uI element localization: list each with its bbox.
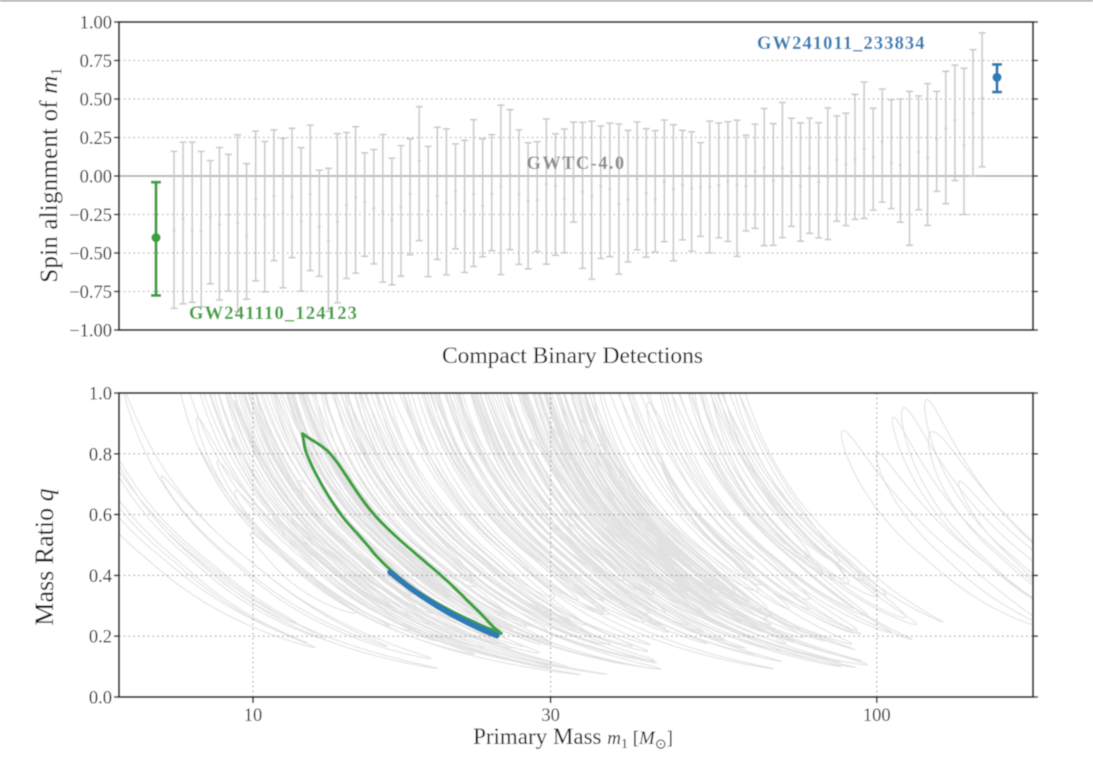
svg-text:30: 30 <box>541 706 560 726</box>
svg-text:−0.50: −0.50 <box>69 245 112 265</box>
svg-text:Primary Mass m1 [M⊙]: Primary Mass m1 [M⊙] <box>473 724 673 753</box>
svg-text:−1.00: −1.00 <box>69 322 112 342</box>
svg-text:−0.25: −0.25 <box>69 206 112 226</box>
svg-text:0.6: 0.6 <box>89 506 112 526</box>
svg-text:−0.75: −0.75 <box>69 283 112 303</box>
svg-text:10: 10 <box>244 706 263 726</box>
svg-text:0.50: 0.50 <box>80 91 112 111</box>
svg-text:GWTC-4.0: GWTC-4.0 <box>526 154 625 174</box>
svg-text:0.75: 0.75 <box>80 52 112 72</box>
svg-text:GW241011_233834: GW241011_233834 <box>757 34 926 54</box>
svg-text:1.0: 1.0 <box>89 385 112 405</box>
svg-text:Compact Binary Detections: Compact Binary Detections <box>442 343 703 369</box>
svg-text:0.4: 0.4 <box>89 567 112 587</box>
svg-text:0.00: 0.00 <box>80 168 112 188</box>
svg-text:0.8: 0.8 <box>89 445 112 465</box>
svg-text:0.25: 0.25 <box>80 129 112 149</box>
svg-text:Mass Ratio q: Mass Ratio q <box>30 488 59 625</box>
svg-text:100: 100 <box>863 706 891 726</box>
svg-text:Spin alignment of m1: Spin alignment of m1 <box>36 67 66 282</box>
svg-text:1.00: 1.00 <box>80 14 112 34</box>
svg-text:0.2: 0.2 <box>89 628 112 648</box>
svg-text:GW241110_124123: GW241110_124123 <box>189 304 358 324</box>
svg-text:0.0: 0.0 <box>89 689 112 709</box>
